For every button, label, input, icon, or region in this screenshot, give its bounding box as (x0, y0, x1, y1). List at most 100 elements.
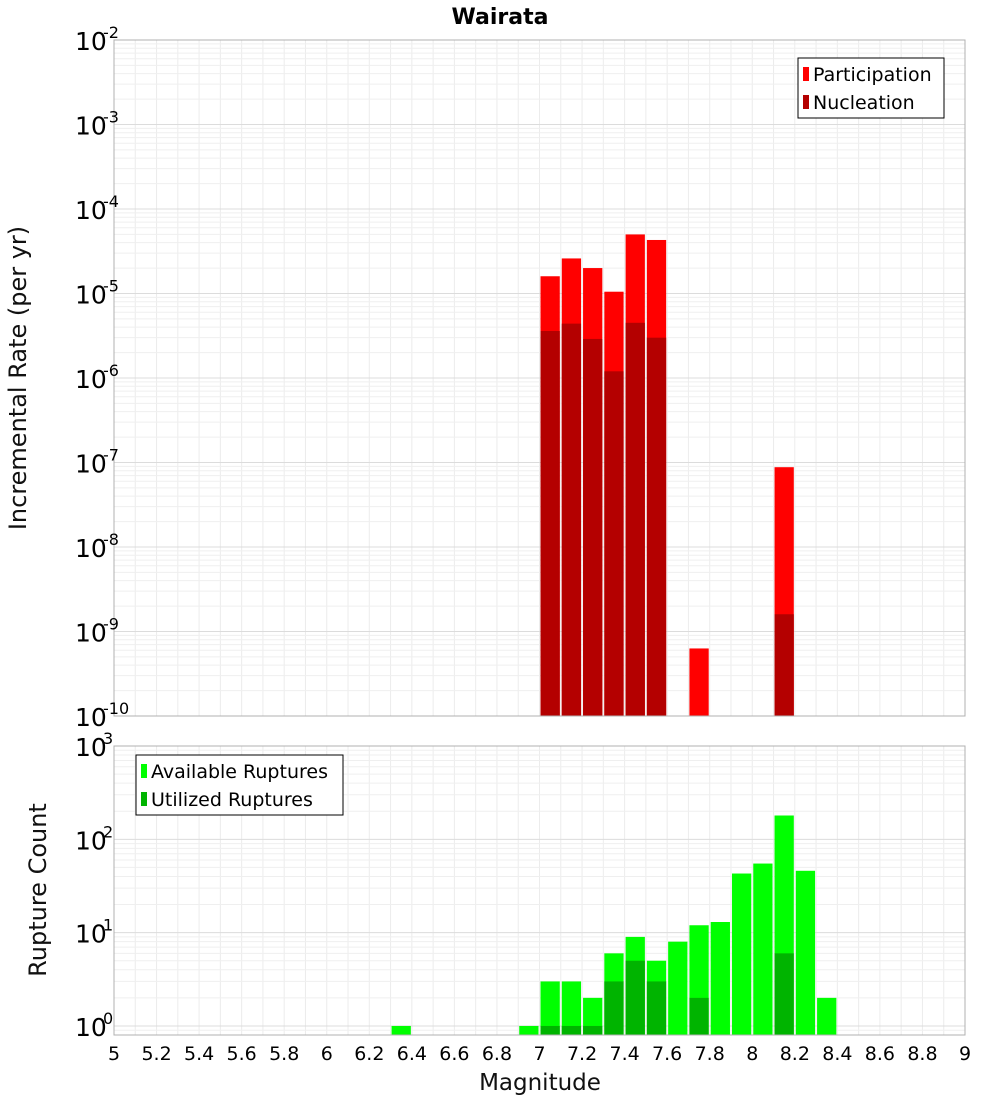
bar (604, 371, 624, 716)
legend-swatch (803, 95, 809, 109)
x-tick-label: 7.4 (609, 1043, 639, 1065)
y-tick-base: 10 (75, 196, 107, 225)
x-tick-label: 5 (108, 1043, 120, 1065)
bar (668, 941, 688, 1035)
x-tick-label: 6.4 (397, 1043, 427, 1065)
bar (583, 338, 603, 716)
x-tick-label: 5.4 (184, 1043, 214, 1065)
x-tick-label: 7.2 (567, 1043, 597, 1065)
x-tick-label: 7.8 (695, 1043, 725, 1065)
grid (113, 745, 966, 1036)
bar (710, 922, 730, 1035)
rate-panel: 10-1010-910-810-710-610-510-410-310-2Par… (75, 23, 966, 732)
x-tick-label: 6 (321, 1043, 333, 1065)
bar (561, 981, 582, 1035)
bar (540, 981, 560, 1035)
bar (795, 870, 816, 1035)
bar (817, 997, 837, 1035)
legend-box (797, 57, 945, 119)
x-axis-label: Magnitude (479, 1070, 601, 1096)
bar (583, 997, 603, 1035)
bar (753, 863, 773, 1035)
y-tick-base: 10 (75, 534, 107, 563)
bar (774, 953, 794, 1035)
y-tick-label: 10-8 (75, 530, 119, 563)
bar (391, 1025, 411, 1035)
y-tick-exponent: -3 (103, 108, 119, 127)
legend-label: Participation (813, 64, 932, 86)
grid (113, 39, 966, 717)
y-tick-exponent: 1 (103, 916, 113, 935)
legend-swatch (141, 764, 147, 778)
y-tick-exponent: 3 (103, 729, 113, 748)
x-tick-label: 6.6 (439, 1043, 469, 1065)
y-tick-base: 10 (75, 920, 107, 949)
y-tick-exponent: -10 (103, 699, 129, 718)
plot-frame (113, 39, 966, 717)
legend: Available Ruptures Utilized Ruptures (135, 754, 344, 816)
x-tick-label: 8.2 (780, 1043, 810, 1065)
y-tick-exponent: -6 (103, 361, 119, 380)
y-tick-label: 10-10 (75, 699, 129, 732)
bar (689, 648, 709, 716)
x-tick-label: 8.8 (907, 1043, 937, 1065)
bar (540, 1025, 560, 1035)
x-tick-label: 7.6 (652, 1043, 682, 1065)
series-utilized-ruptures (540, 953, 794, 1035)
legend: Participation Nucleation (797, 57, 945, 119)
x-tick-labels: 5 5.2 5.4 5.6 5.8 6 6.2 6.4 6.6 6.8 7 7.2 7.4 7.6 7.8 8… (108, 1043, 971, 1065)
bar (604, 981, 624, 1035)
x-tick-label: 5.6 (227, 1043, 257, 1065)
x-tick-label: 5.2 (141, 1043, 171, 1065)
y-tick-base: 10 (75, 112, 107, 141)
y-tick-base: 10 (75, 1013, 107, 1042)
y-tick-label: 10-7 (75, 446, 119, 479)
bar (561, 1025, 582, 1035)
bar (583, 1025, 603, 1035)
y-tick-exponent: 2 (103, 822, 113, 841)
x-tick-label: 6.8 (482, 1043, 512, 1065)
x-tick-label: 8.6 (865, 1043, 895, 1065)
y-tick-label: 10-4 (75, 192, 119, 225)
y-tick-exponent: -2 (103, 23, 119, 42)
y-tick-label: 103 (75, 729, 113, 762)
y-tick-exponent: -4 (103, 192, 119, 211)
bottom-y-axis-label: Rupture Count (24, 803, 52, 977)
bar (646, 981, 667, 1035)
y-tick-exponent: -8 (103, 530, 119, 549)
y-tick-label: 101 (75, 916, 113, 949)
legend-swatch (803, 67, 809, 81)
x-tick-label: 8.4 (822, 1043, 852, 1065)
bar (774, 614, 794, 716)
x-tick-label: 9 (959, 1043, 971, 1065)
x-tick-label: 7 (533, 1043, 545, 1065)
x-tick-label: 6.2 (354, 1043, 384, 1065)
legend-label: Available Ruptures (151, 761, 328, 783)
top-y-axis-label: Incremental Rate (per yr) (4, 226, 32, 530)
y-tick-label: 10-5 (75, 277, 119, 310)
y-tick-exponent: -9 (103, 615, 119, 634)
bar (689, 997, 709, 1035)
y-tick-label: 10-2 (75, 23, 119, 56)
y-tick-base: 10 (75, 703, 107, 732)
bar (519, 1025, 539, 1035)
y-tick-base: 10 (75, 450, 107, 479)
y-tick-label: 100 (75, 1009, 113, 1042)
y-tick-base: 10 (75, 733, 107, 762)
x-tick-label: 5.8 (269, 1043, 299, 1065)
series-nucleation (540, 322, 794, 716)
chart-title: Wairata (452, 5, 549, 30)
bar (731, 873, 752, 1035)
y-tick-label: 10-9 (75, 615, 119, 648)
y-tick-label: 10-3 (75, 108, 119, 141)
legend-label: Utilized Ruptures (151, 789, 313, 811)
bar (540, 330, 560, 716)
bar (625, 960, 645, 1035)
y-tick-label: 10-6 (75, 361, 119, 394)
bar (561, 323, 582, 716)
y-tick-label: 102 (75, 822, 113, 855)
legend-swatch (141, 792, 147, 806)
